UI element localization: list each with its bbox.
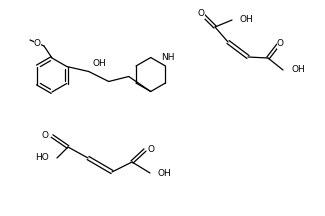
Text: HO: HO [35,152,49,162]
Text: O: O [42,132,49,140]
Text: OH: OH [93,59,107,68]
Text: O: O [198,10,204,19]
Text: OH: OH [291,65,305,75]
Text: OH: OH [158,168,172,178]
Text: O: O [148,146,155,154]
Text: O: O [277,40,283,49]
Text: NH: NH [161,53,174,62]
Text: OH: OH [240,16,254,24]
Text: O: O [34,40,41,49]
